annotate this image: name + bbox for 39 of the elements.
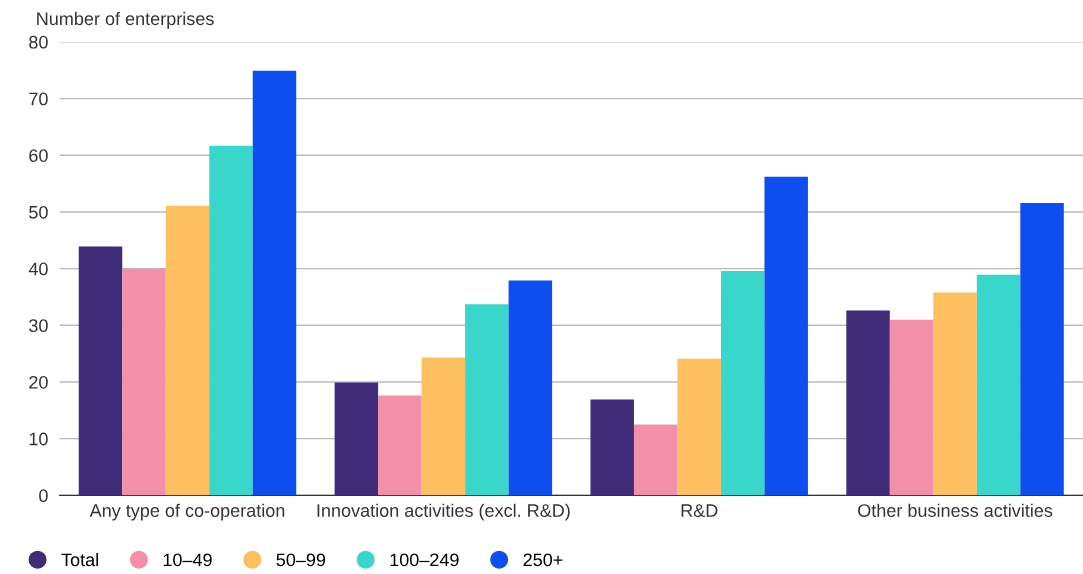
bar xyxy=(209,145,253,496)
y-tick-label: 0 xyxy=(39,489,48,503)
bar xyxy=(334,382,379,496)
legend-label: 10–49 xyxy=(163,553,212,567)
bar xyxy=(508,280,553,496)
x-tick-label: R&D xyxy=(681,504,718,517)
y-tick-label: 60 xyxy=(29,149,48,162)
x-tick-label: Innovation activities (excl. R&D) xyxy=(317,503,570,521)
legend-label: Total xyxy=(61,552,98,567)
bar xyxy=(590,399,634,496)
bar xyxy=(764,176,808,496)
bar xyxy=(122,268,166,496)
bar xyxy=(846,310,890,496)
legend-label: 100–249 xyxy=(390,553,459,567)
y-tick-label: 70 xyxy=(29,92,48,106)
y-tick-label: 80 xyxy=(29,35,48,49)
y-tick-label: 30 xyxy=(29,319,48,333)
bar xyxy=(378,395,422,496)
bar xyxy=(421,357,466,496)
y-axis-title: Number of enterprises xyxy=(37,11,214,29)
bar xyxy=(677,358,721,496)
bar xyxy=(976,274,1021,496)
y-tick-label: 10 xyxy=(29,432,48,446)
bar xyxy=(933,292,977,496)
bar xyxy=(633,424,678,496)
y-tick-label: 50 xyxy=(29,205,48,219)
x-tick-label: Any type of co-operation xyxy=(89,503,285,521)
legend-label: 250+ xyxy=(523,553,563,567)
x-tick-label: Other business activities xyxy=(858,503,1053,517)
legend-label: 50–99 xyxy=(276,553,326,567)
bar xyxy=(78,246,123,496)
y-tick-label: 20 xyxy=(29,375,48,389)
bar xyxy=(720,270,765,496)
bar xyxy=(252,70,297,496)
bar xyxy=(165,205,210,496)
bar xyxy=(889,319,934,496)
bar xyxy=(465,304,509,496)
bar xyxy=(1020,202,1064,496)
y-tick-label: 40 xyxy=(28,262,48,276)
